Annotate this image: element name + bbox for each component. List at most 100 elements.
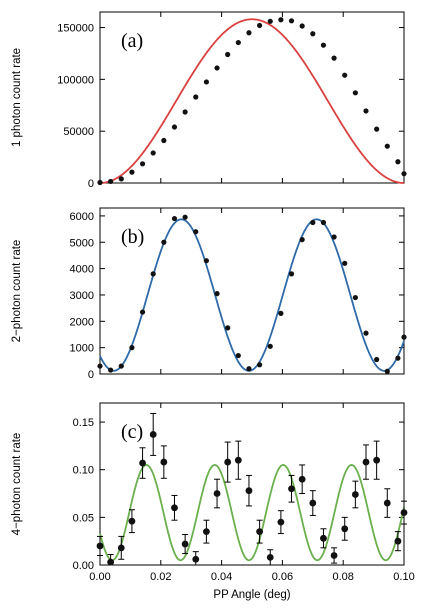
plot-frame xyxy=(99,11,405,184)
data-point xyxy=(246,30,252,36)
data-point xyxy=(267,343,273,349)
data-point xyxy=(257,362,263,368)
data-point xyxy=(245,487,253,495)
data-point xyxy=(395,159,401,165)
y-tick-label: 50000 xyxy=(63,126,94,138)
data-point xyxy=(149,431,157,438)
chart-panel-2: 0 1000 2000 3000 4000 5000 6000 2−photon count … xyxy=(11,207,407,381)
data-point xyxy=(310,219,316,226)
chart-panel-3: 0.00 0.02 0.04 0.06 0.08 0.10 0.00 0.05 0.10 0.15… xyxy=(11,402,415,601)
data-point xyxy=(139,161,146,167)
data-point xyxy=(288,271,295,277)
data-point xyxy=(203,79,209,85)
data-point xyxy=(118,363,124,369)
data-point xyxy=(117,544,125,552)
y-tick-label: 100000 xyxy=(57,74,94,86)
data-point xyxy=(150,150,156,156)
x-tick-label: 0.02 xyxy=(150,571,171,583)
data-point xyxy=(235,39,241,46)
data-point xyxy=(351,491,359,498)
data-point xyxy=(400,509,408,516)
data-point xyxy=(182,109,188,115)
data-point xyxy=(107,558,115,566)
data-point xyxy=(203,528,210,536)
data-point xyxy=(256,528,263,536)
data-point xyxy=(277,518,285,526)
data-point xyxy=(374,126,380,132)
y-tick-label: 0.05 xyxy=(73,512,94,524)
data-point xyxy=(171,124,178,130)
data-point xyxy=(160,458,168,466)
data-point xyxy=(352,294,358,301)
data-point xyxy=(224,458,232,466)
data-point xyxy=(310,31,316,37)
data-point xyxy=(331,55,337,61)
x-axis-label: PP Angle (deg) xyxy=(213,589,290,601)
data-point xyxy=(225,325,231,331)
data-point xyxy=(129,169,135,175)
data-point xyxy=(309,499,317,507)
y-tick-label: 150000 xyxy=(57,23,94,35)
data-point xyxy=(97,179,103,186)
data-point xyxy=(383,499,391,507)
data-point xyxy=(401,171,407,177)
y-tick-label: 1000 xyxy=(70,343,94,355)
plot-frame xyxy=(99,207,405,375)
data-point xyxy=(214,291,220,297)
data-point xyxy=(214,65,220,71)
data-point xyxy=(257,22,263,29)
x-tick-label: 0.04 xyxy=(211,571,232,583)
x-tick-label: 0.00 xyxy=(89,571,110,583)
data-point xyxy=(394,537,402,545)
data-point xyxy=(203,258,209,264)
y-tick-label: 5000 xyxy=(70,237,94,249)
data-point xyxy=(298,475,306,483)
data-point xyxy=(320,219,327,226)
data-point xyxy=(352,90,358,96)
y-axis-label: 2−photon count rate xyxy=(11,240,23,343)
fit-curve xyxy=(99,218,405,372)
y-tick-label: 0 xyxy=(88,369,94,381)
fit-curve xyxy=(99,18,405,184)
data-point xyxy=(128,517,136,525)
y-axis-label: 4−photon count rate xyxy=(11,433,23,536)
data-point xyxy=(384,368,390,374)
y-tick-label: 4000 xyxy=(70,264,94,276)
data-point xyxy=(299,23,305,29)
data-point xyxy=(320,42,327,48)
data-point xyxy=(267,18,273,24)
data-point xyxy=(363,108,369,114)
data-point xyxy=(161,137,167,144)
y-tick-label: 6000 xyxy=(70,211,94,223)
data-point xyxy=(384,143,390,149)
x-tick-label: 0.10 xyxy=(393,571,414,583)
data-point xyxy=(373,456,381,464)
data-point xyxy=(150,271,156,277)
data-point xyxy=(278,17,284,23)
y-axis-label: 1 photon count rate xyxy=(11,48,23,147)
data-point xyxy=(374,356,380,363)
data-point xyxy=(401,334,407,340)
y-tick-label: 3000 xyxy=(70,290,94,302)
fit-curve xyxy=(99,464,405,562)
data-point xyxy=(342,72,348,78)
data-point xyxy=(182,214,188,220)
data-point xyxy=(342,260,348,266)
data-point xyxy=(161,239,167,245)
chart-panel-1: 0 50000 100000 150000 1 photon count rate (a) xyxy=(11,11,407,190)
data-point xyxy=(225,51,231,58)
data-point xyxy=(288,18,295,24)
data-point xyxy=(331,234,337,240)
data-point xyxy=(181,540,189,548)
data-point xyxy=(362,458,370,466)
data-point xyxy=(299,237,305,243)
data-point xyxy=(97,363,103,369)
data-point xyxy=(139,459,146,467)
data-point xyxy=(171,504,178,512)
data-point xyxy=(129,345,135,351)
y-tick-label: 0.10 xyxy=(73,465,94,477)
panel-label: (c) xyxy=(121,421,143,443)
data-point xyxy=(246,366,252,372)
data-point xyxy=(363,330,369,336)
